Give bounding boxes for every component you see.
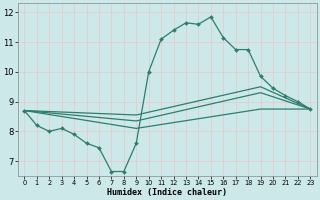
X-axis label: Humidex (Indice chaleur): Humidex (Indice chaleur) (107, 188, 227, 197)
